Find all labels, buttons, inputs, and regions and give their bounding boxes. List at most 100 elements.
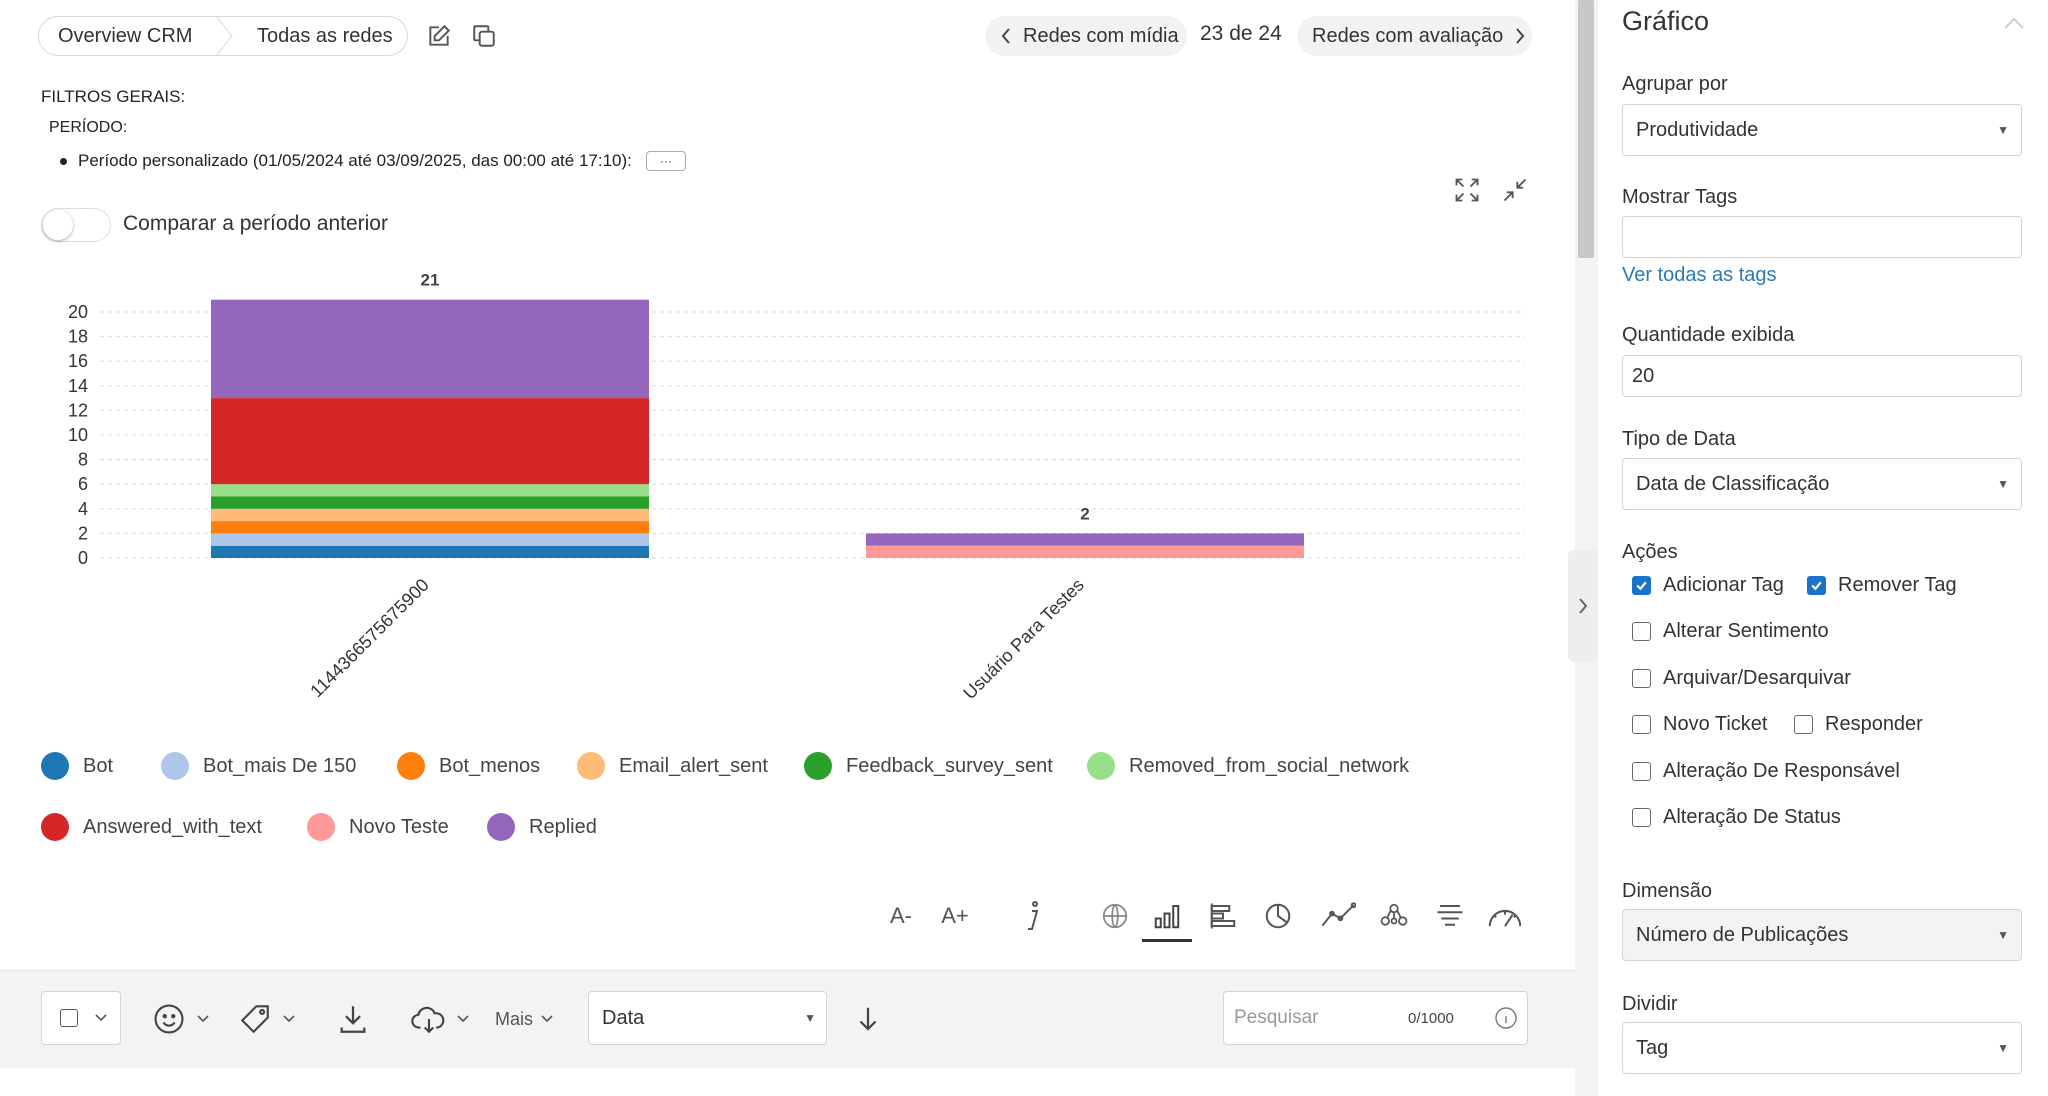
chevron-down-icon bbox=[457, 1015, 469, 1023]
collapse-sidebar-button[interactable] bbox=[1568, 550, 1598, 662]
sentiment-dropdown[interactable] bbox=[152, 1003, 210, 1035]
legend-swatch bbox=[161, 752, 189, 780]
breadcrumb-overview-crm[interactable]: Overview CRM bbox=[38, 16, 218, 56]
pie-chart-icon[interactable] bbox=[1258, 896, 1298, 936]
show-tags-input[interactable] bbox=[1622, 216, 2022, 258]
dimension-select[interactable]: Número de Publicações ▼ bbox=[1622, 909, 2022, 961]
checkbox-icon bbox=[1794, 715, 1813, 734]
period-more-button[interactable]: ··· bbox=[645, 151, 686, 171]
horizontal-bar-chart-icon[interactable] bbox=[1203, 896, 1243, 936]
active-chart-type-indicator bbox=[1142, 939, 1192, 942]
split-select[interactable]: Tag ▼ bbox=[1622, 1022, 2022, 1074]
sort-field-select[interactable]: Data ▼ bbox=[588, 991, 827, 1045]
date-type-select[interactable]: Data de Classificação ▼ bbox=[1622, 458, 2022, 510]
group-by-select[interactable]: Produtividade ▼ bbox=[1622, 104, 2022, 156]
show-tags-label: Mostrar Tags bbox=[1622, 186, 1738, 208]
dimension-label: Dimensão bbox=[1622, 880, 1713, 902]
breadcrumb-label: Todas as redes bbox=[257, 24, 393, 47]
network-chart-icon[interactable] bbox=[1374, 896, 1414, 936]
checkbox-checked-icon bbox=[1632, 576, 1651, 595]
chevron-up-icon[interactable] bbox=[2003, 16, 2025, 30]
legend-swatch bbox=[397, 752, 425, 780]
legend-item[interactable]: Answered_with_text bbox=[41, 813, 262, 841]
scrollbar-track[interactable] bbox=[1575, 0, 1598, 1096]
legend-item[interactable]: Bot bbox=[41, 752, 113, 780]
action-change-owner-checkbox[interactable]: Alteração De Responsável bbox=[1632, 760, 1900, 783]
breadcrumb-todas-as-redes[interactable]: Todas as redes bbox=[217, 16, 408, 56]
action-label: Arquivar/Desarquivar bbox=[1663, 667, 1851, 689]
legend-label: Removed_from_social_network bbox=[1129, 754, 1410, 777]
font-decrease-button[interactable]: A- bbox=[890, 903, 912, 928]
info-icon[interactable] bbox=[1015, 896, 1051, 936]
smiley-icon bbox=[154, 1004, 184, 1034]
y-tick-label: 12 bbox=[68, 400, 88, 420]
legend-item[interactable]: Email_alert_sent bbox=[577, 752, 768, 780]
search-placeholder: Pesquisar bbox=[1234, 1007, 1319, 1028]
edit-icon[interactable] bbox=[423, 20, 455, 52]
duplicate-icon[interactable] bbox=[468, 20, 500, 52]
action-archive-checkbox[interactable]: Arquivar/Desarquivar bbox=[1632, 667, 1851, 690]
quantity-input[interactable]: 20 bbox=[1622, 355, 2022, 397]
period-item: Período personalizado (01/05/2024 até 03… bbox=[60, 151, 686, 171]
word-cloud-icon[interactable] bbox=[1430, 896, 1470, 936]
split-label: Dividir bbox=[1622, 993, 1678, 1015]
bar-total-label: 2 bbox=[1080, 504, 1089, 523]
line-chart-icon[interactable] bbox=[1318, 896, 1358, 936]
legend-item[interactable]: Replied bbox=[487, 813, 597, 841]
toggle-knob bbox=[43, 210, 73, 240]
network-position-count: 23 de 24 bbox=[1200, 22, 1282, 45]
action-change-status-checkbox[interactable]: Alteração De Status bbox=[1632, 806, 1841, 829]
action-remove-tag-checkbox[interactable]: Remover Tag bbox=[1807, 574, 1957, 597]
tag-dropdown[interactable] bbox=[238, 1003, 296, 1035]
action-label: Novo Ticket bbox=[1663, 713, 1768, 735]
legend-item[interactable]: Bot_mais De 150 bbox=[161, 752, 356, 780]
chevron-down-icon bbox=[283, 1015, 295, 1023]
action-change-sentiment-checkbox[interactable]: Alterar Sentimento bbox=[1632, 620, 1829, 643]
period-title: PERÍODO: bbox=[49, 119, 128, 136]
globe-chart-icon[interactable] bbox=[1095, 896, 1135, 936]
chart-settings-sidebar: Gráfico Agrupar por Produtividade ▼ Most… bbox=[1598, 0, 2048, 1096]
checkbox-icon bbox=[1632, 622, 1651, 641]
expand-icon[interactable] bbox=[1451, 174, 1483, 206]
checkbox-icon bbox=[1632, 762, 1651, 781]
compare-toggle[interactable] bbox=[41, 208, 111, 242]
search-input[interactable]: Pesquisar 0/1000 bbox=[1223, 991, 1528, 1045]
action-new-ticket-checkbox[interactable]: Novo Ticket bbox=[1632, 713, 1767, 736]
bar-segment bbox=[211, 496, 649, 509]
cloud-dropdown[interactable] bbox=[410, 1003, 470, 1035]
action-label: Remover Tag bbox=[1838, 574, 1957, 596]
font-increase-button[interactable]: A+ bbox=[941, 903, 969, 928]
select-all-dropdown[interactable] bbox=[41, 991, 121, 1045]
sort-direction-button[interactable] bbox=[855, 1003, 881, 1035]
search-counter: 0/1000 bbox=[1408, 1010, 1454, 1027]
bar-chart-icon[interactable] bbox=[1147, 896, 1187, 936]
action-add-tag-checkbox[interactable]: Adicionar Tag bbox=[1632, 574, 1784, 597]
main-panel: Overview CRM Todas as redes Redes com mí… bbox=[0, 16, 1575, 1068]
x-tick-label: Usuário Para Testes bbox=[959, 575, 1088, 704]
legend-swatch bbox=[41, 752, 69, 780]
compare-label: Comparar a período anterior bbox=[123, 212, 388, 235]
more-dropdown[interactable]: Mais bbox=[495, 1003, 554, 1035]
bottom-action-bar: Mais Data ▼ Pesquisar 0/1000 bbox=[0, 970, 1575, 1068]
info-circle-icon[interactable] bbox=[1494, 1006, 1518, 1030]
gauge-chart-icon[interactable] bbox=[1482, 896, 1528, 936]
scrollbar-thumb[interactable] bbox=[1578, 0, 1594, 258]
chevron-right-icon bbox=[1516, 28, 1525, 44]
next-network-button[interactable]: Redes com avaliação bbox=[1297, 16, 1532, 56]
legend-item[interactable]: Novo Teste bbox=[307, 813, 449, 841]
y-tick-label: 8 bbox=[78, 450, 88, 470]
previous-network-button[interactable]: Redes com mídia bbox=[985, 16, 1187, 56]
view-all-tags-link[interactable]: Ver todas as tags bbox=[1622, 264, 1777, 286]
y-tick-label: 18 bbox=[68, 327, 88, 347]
legend-item[interactable]: Feedback_survey_sent bbox=[804, 752, 1053, 780]
caret-down-icon: ▼ bbox=[1997, 123, 2009, 137]
action-label: Alterar Sentimento bbox=[1663, 620, 1829, 642]
action-reply-checkbox[interactable]: Responder bbox=[1794, 713, 1923, 736]
bar-segment bbox=[211, 545, 649, 558]
legend-item[interactable]: Removed_from_social_network bbox=[1087, 752, 1409, 780]
legend-item[interactable]: Bot_menos bbox=[397, 752, 540, 780]
bar-segment bbox=[211, 508, 649, 522]
download-button[interactable] bbox=[336, 1003, 370, 1035]
compress-icon[interactable] bbox=[1499, 174, 1531, 206]
caret-down-icon: ▼ bbox=[1997, 477, 2009, 491]
